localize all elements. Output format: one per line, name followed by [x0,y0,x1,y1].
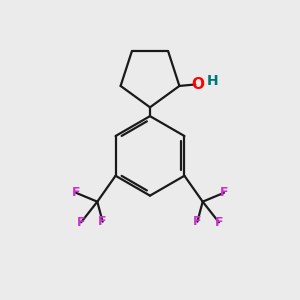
Text: F: F [77,216,85,229]
Text: F: F [193,215,202,228]
Text: F: F [72,186,80,199]
Text: F: F [98,215,107,228]
Text: H: H [207,74,219,88]
Text: F: F [214,216,223,229]
Text: O: O [191,77,204,92]
Text: F: F [220,186,228,199]
